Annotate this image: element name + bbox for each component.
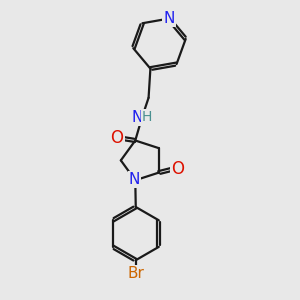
Text: Br: Br — [127, 266, 144, 281]
Text: N: N — [164, 11, 175, 26]
Text: N: N — [129, 172, 140, 187]
Text: H: H — [142, 110, 152, 124]
Text: O: O — [172, 160, 184, 178]
Text: N: N — [132, 110, 143, 125]
Text: O: O — [110, 129, 123, 147]
